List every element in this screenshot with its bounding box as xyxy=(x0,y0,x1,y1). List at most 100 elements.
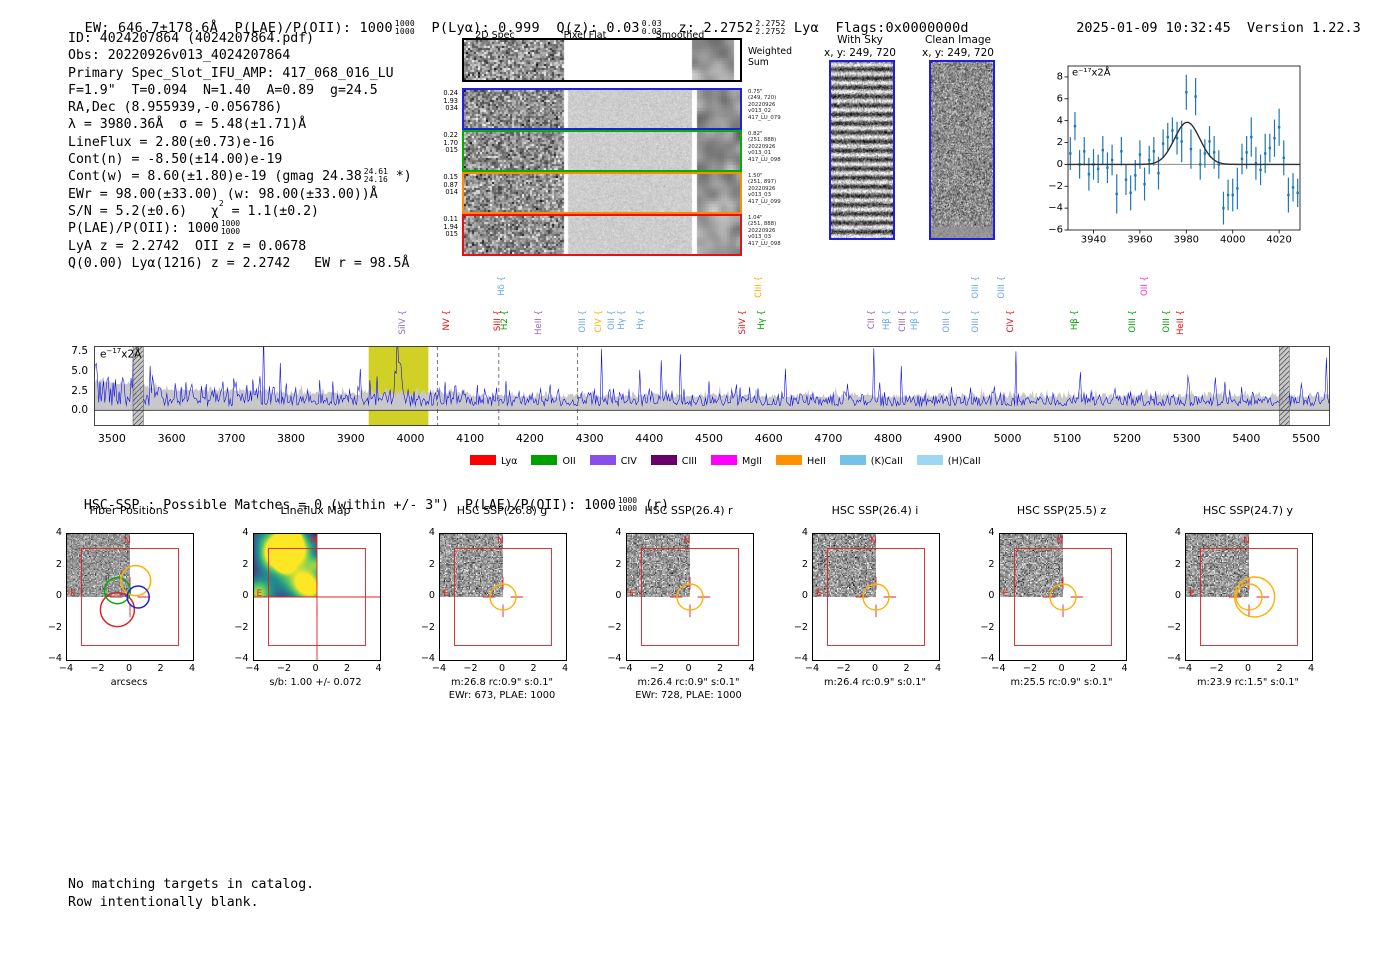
compass-north-label: N xyxy=(1243,536,1250,546)
info-quality: Q(0.00) Lyα(1216) z = 2.2742 EW r = 98.5… xyxy=(68,255,410,271)
cutout-image[interactable] xyxy=(439,533,567,661)
header-z: z: 2.2752 xyxy=(678,20,754,36)
clean-image-title: Clean Image x, y: 249, 720 xyxy=(908,34,1008,59)
emission-line-label: CIV { xyxy=(593,310,604,333)
cutout-y-tick: −4 xyxy=(980,653,995,664)
cutout-footer-line-2: EWr: 728, PLAE: 1000 xyxy=(635,690,742,701)
cutout-x-tick: 0 xyxy=(1244,663,1252,674)
cutout-y-tick: 4 xyxy=(615,527,622,538)
emission-line-label: OIII { xyxy=(970,276,981,299)
spectrum-x-tick: 4200 xyxy=(515,432,544,445)
cutout-image[interactable] xyxy=(252,533,381,661)
spectrum-x-tick: 5500 xyxy=(1292,432,1321,445)
spectrum-x-tick: 4600 xyxy=(754,432,783,445)
panel-title-2dspec: 2D Spec xyxy=(475,30,515,41)
compass-east-label: E xyxy=(816,589,822,599)
cutout-y-tick: 0 xyxy=(988,590,995,601)
spectrum-x-tick: 3800 xyxy=(277,432,306,445)
legend-item: MgII xyxy=(710,455,762,467)
compass-north-label: N xyxy=(1056,536,1064,546)
cutout-x-tick: −2 xyxy=(463,663,478,674)
cutout-x-tick: −4 xyxy=(245,663,260,674)
legend-item: Lyα xyxy=(470,455,518,467)
cutout-y-tick: 4 xyxy=(801,527,808,538)
emission-line-label: SiIV { xyxy=(738,310,749,335)
emission-line-label: Hγ { xyxy=(617,310,628,330)
cutout-y-tick: −2 xyxy=(47,621,62,633)
emission-line-label: CIII { xyxy=(897,310,908,332)
legend-swatch xyxy=(776,455,802,465)
spectrum-x-tick: 4800 xyxy=(874,432,903,445)
hsc-ssp-summary: HSC-SSP : Possible Matches = 0 (within +… xyxy=(83,496,669,514)
header-plya: P(Lyα): 0.999 xyxy=(431,20,540,36)
cutout-y-tick: 0 xyxy=(428,590,435,601)
header-plae-label: P(LAE)/P(OII): 1000 xyxy=(234,20,393,36)
header-z-range: 2.2752 2.2752 xyxy=(755,19,786,36)
emission-line-label: HeII { xyxy=(1175,310,1186,336)
cutout-x-tick: 4 xyxy=(188,663,196,674)
cutout-title: HSC SSP(26.4) r xyxy=(644,504,733,517)
cutout-title: HSC SSP(26.8) g xyxy=(456,504,548,517)
cutout-y-tick: 4 xyxy=(988,527,995,538)
exposure-strip xyxy=(462,88,742,130)
info-line: Obs: 20220926v013_4024207864 xyxy=(68,48,291,64)
spectrum-x-tick: 5200 xyxy=(1112,432,1141,445)
cutout-image[interactable] xyxy=(1185,533,1313,661)
legend-label: Lyα xyxy=(501,456,518,467)
exposure-meta: 1.04" (251, 888) 20220926 v013_03 417_LU… xyxy=(748,215,781,247)
legend-swatch xyxy=(710,455,737,465)
compass-east-label: E xyxy=(256,589,263,599)
header-summary-line: EW: 646.7±178.6Å P(LAE)/P(OII): 1000 1000… xyxy=(68,4,969,37)
spectrum-x-tick: 4900 xyxy=(933,432,962,445)
spectrum-x-tick: 3700 xyxy=(217,432,246,445)
cutout-y-tick: −4 xyxy=(1166,653,1181,664)
cutout-x-tick: −2 xyxy=(649,663,665,674)
cutout-title: HSC SSP(24.7) y xyxy=(1202,504,1294,517)
cutout-x-tick: 2 xyxy=(343,663,351,674)
cutout-x-tick: 2 xyxy=(530,663,537,674)
header-qz: Q(z): 0.03 xyxy=(556,20,640,36)
legend-item: (H)CaII xyxy=(916,455,981,467)
spectrum-x-tick: 4000 xyxy=(396,432,425,445)
cutout-x-tick: 4 xyxy=(748,663,755,674)
cutout-y-tick: 4 xyxy=(1174,527,1181,538)
emission-line-label: OIII { xyxy=(941,310,952,333)
exposure-strip xyxy=(462,172,742,214)
cutout-y-tick: −4 xyxy=(420,653,435,664)
cutout-footer-line-1: m:26.4 rc:0.9" s:0.1" xyxy=(824,677,926,688)
emission-line-label: CII { xyxy=(867,310,878,330)
header-ew: EW: 646.7±178.6Å xyxy=(84,20,218,36)
cutout-y-tick: −4 xyxy=(234,653,249,664)
spectrum-x-tick: 3500 xyxy=(97,432,126,445)
cutout-y-tick: 4 xyxy=(55,527,62,538)
cutout-image[interactable] xyxy=(998,533,1127,661)
with-sky-image xyxy=(829,60,895,240)
legend-swatch xyxy=(839,455,866,465)
info-line: Cont(n) = -8.50(±14.00)e-19 xyxy=(68,152,283,168)
cutout-footer-line-1: m:23.9 rc:1.5" s:0.1" xyxy=(1197,677,1299,688)
cutout-x-tick: 4 xyxy=(1307,663,1315,674)
spectrum-x-tick: 5100 xyxy=(1053,432,1082,445)
emission-line-label: OIII { xyxy=(1128,310,1139,333)
spectrum-y-tick: 2.5 xyxy=(71,384,88,397)
legend-label: OII xyxy=(562,456,576,467)
legend-item: CIV xyxy=(589,455,637,467)
cutout-image[interactable] xyxy=(625,533,754,661)
cutout-x-tick: 4 xyxy=(561,663,569,674)
info-line: Primary Spec_Slot_IFU_AMP: 417_068_016_L… xyxy=(68,65,394,81)
exposure-meta: 0.82" (251, 888) 20220926 v013_01 417_LU… xyxy=(748,131,781,163)
info-line: LineFlux = 2.80(±0.73)e-16 xyxy=(68,134,275,150)
spectrum-flux-unit: e−17x2Å xyxy=(100,347,142,361)
cutout-x-tick: −2 xyxy=(1209,663,1224,674)
spectrum-legend: Lyα OII CIV CIII MgII HeII (K)CaII (H)CaII xyxy=(470,455,995,467)
emission-line-label: OII { xyxy=(1140,276,1151,297)
cutout-image[interactable] xyxy=(812,533,940,661)
emission-line-label: Hβ { xyxy=(881,310,892,331)
cutout-y-tick: −2 xyxy=(234,621,249,633)
header-plae-range: 1000 1000 xyxy=(394,19,415,36)
exposure-meta: 0.75" (249, 720) 20220926 v013_02 417_LU… xyxy=(748,89,781,121)
cutout-image[interactable] xyxy=(66,533,194,661)
legend-item: OII xyxy=(531,455,576,467)
cutout-x-tick: 2 xyxy=(1276,663,1283,674)
header-line-id: Lyα xyxy=(793,20,819,36)
